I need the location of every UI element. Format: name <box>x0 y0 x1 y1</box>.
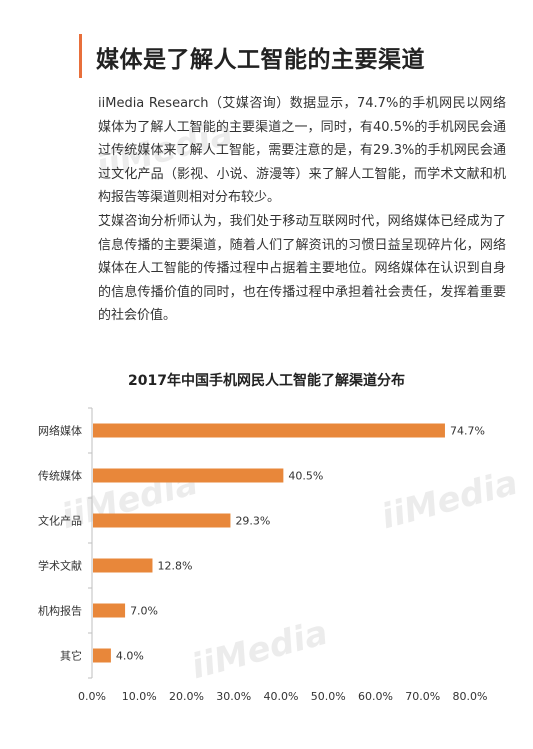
bar <box>93 468 284 483</box>
chart-title: 2017年中国手机网民人工智能了解渠道分布 <box>128 373 405 389</box>
data-label: 29.3% <box>235 515 270 528</box>
x-tick-label: 0.0% <box>78 690 106 703</box>
data-label: 12.8% <box>157 560 192 573</box>
x-tick-label: 50.0% <box>311 690 346 703</box>
data-label: 7.0% <box>130 605 158 618</box>
bar <box>93 603 126 618</box>
paragraph: 艾媒咨询分析师认为，我们处于移动互联网时代，网络媒体已经成为了信息传播的主要渠道… <box>98 213 506 324</box>
x-tick-label: 80.0% <box>453 690 488 703</box>
data-label: 74.7% <box>450 425 485 438</box>
body-text: iiMedia Research（艾媒咨询）数据显示，74.7%的手机网民以网络… <box>98 92 506 328</box>
x-tick-label: 30.0% <box>216 690 251 703</box>
category-label: 机构报告 <box>38 604 82 618</box>
x-tick-label: 70.0% <box>405 690 440 703</box>
bar <box>93 513 231 528</box>
heading-accent-bar: 媒体是了解人工智能的主要渠道 <box>79 34 425 78</box>
category-label: 传统媒体 <box>38 469 82 483</box>
page-title: 媒体是了解人工智能的主要渠道 <box>96 47 425 73</box>
data-label: 40.5% <box>288 470 323 483</box>
x-tick-label: 40.0% <box>264 690 299 703</box>
x-tick-label: 60.0% <box>358 690 393 703</box>
data-label: 4.0% <box>116 650 144 663</box>
category-label: 其它 <box>60 649 82 663</box>
bar <box>93 558 153 573</box>
category-label: 学术文献 <box>38 559 82 573</box>
category-label: 文化产品 <box>38 514 82 528</box>
paragraph: iiMedia Research（艾媒咨询）数据显示，74.7%的手机网民以网络… <box>98 96 506 206</box>
x-tick-label: 20.0% <box>169 690 204 703</box>
bar <box>93 648 111 663</box>
category-label: 网络媒体 <box>38 424 82 438</box>
bar <box>93 423 445 438</box>
x-tick-label: 10.0% <box>122 690 157 703</box>
